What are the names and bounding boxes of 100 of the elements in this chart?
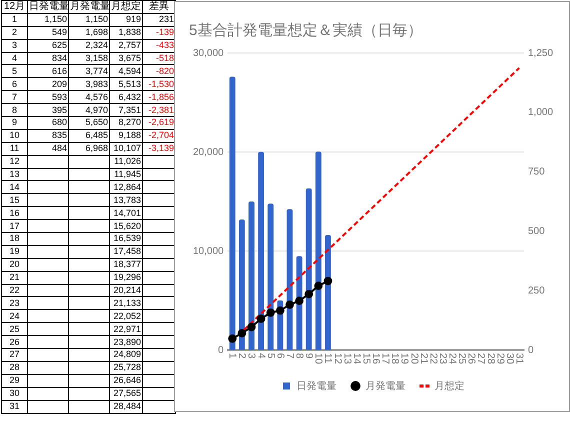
y-tick-label: 5 (2, 64, 28, 78)
y-tick-label: 3 (2, 39, 28, 52)
x-tick-label: 月想定 (110, 0, 142, 14)
y-tick-label: 15 (2, 194, 28, 207)
y-tick-label: 9 (2, 116, 28, 130)
data-label: -2,704 (142, 129, 176, 142)
data-label: 11,026 (110, 155, 142, 168)
y-tick-label: 14 (2, 180, 28, 194)
data-label: -1,856 (142, 90, 176, 104)
y-tick-label: 31 (2, 400, 28, 413)
data-label: -2,381 (142, 104, 176, 117)
y-tick-label: 4 (2, 52, 28, 65)
x-tick-label: 15 (360, 353, 372, 365)
data-label: 209 (28, 78, 68, 91)
data-label: -139 (142, 26, 176, 40)
y-tick-label: 29 (2, 374, 28, 388)
data-label: 5,513 (110, 78, 142, 91)
x-tick-label: 13 (341, 353, 352, 365)
x-tick-label: 16 (370, 353, 382, 365)
y2-tick-label: 1,250 (528, 48, 554, 59)
data-label: 593 (28, 90, 68, 104)
data-label: 484 (28, 142, 68, 156)
data-label: 1,698 (68, 26, 110, 40)
y-tick-label: 0 (218, 344, 224, 356)
data-label: 395 (28, 104, 68, 117)
point (286, 300, 294, 309)
y2-tick-label: 0 (528, 344, 534, 356)
y-tick-label: 23 (2, 296, 28, 310)
y-tick-label: 11 (2, 142, 28, 156)
x-tick-label: 9 (303, 353, 314, 359)
x-tick-label: 2 (236, 353, 248, 359)
x-tick-label: 14 (350, 353, 362, 365)
y-tick-label: 16 (2, 206, 28, 220)
data-label: 625 (28, 39, 68, 52)
x-tick-label: 月発電量 (68, 0, 110, 14)
point (238, 328, 246, 338)
y-tick-label: 1 (2, 13, 28, 26)
x-tick-label: 12 (332, 353, 343, 365)
y-axis-title: 12月 (2, 0, 28, 14)
data-label: 18,377 (110, 258, 142, 272)
x-tick-label: 30 (504, 353, 515, 365)
point (304, 290, 314, 298)
y2-tick-label: 750 (528, 166, 546, 178)
data-label: 4,970 (68, 104, 110, 117)
data-label: 4,576 (68, 90, 110, 104)
data-label: 25,728 (110, 361, 142, 374)
y2-tick-label: 250 (528, 285, 546, 296)
x-tick-label: 17 (380, 353, 391, 365)
data-label: 9,188 (110, 129, 142, 142)
data-label: 2,757 (110, 39, 142, 52)
legend-label: 日発電量 (296, 380, 336, 392)
data-label: 21,133 (110, 296, 142, 310)
x-tick-label: 3 (246, 353, 257, 359)
y-tick-label: 22 (2, 284, 28, 297)
x-tick-label: 4 (255, 353, 266, 359)
y-tick-label: 20,000 (192, 146, 224, 158)
data-label: 5,650 (68, 116, 110, 130)
bar (268, 204, 274, 350)
x-tick-label: 26 (466, 353, 477, 365)
chart-title: 5基合計発電量想定＆実績（日毎） (189, 22, 422, 40)
y-tick-label: 30 (2, 387, 28, 400)
x-tick-label: 31 (513, 353, 524, 365)
point (266, 308, 275, 317)
data-label: 1,150 (28, 13, 68, 26)
x-tick-label: 24 (446, 353, 458, 365)
data-label: 23,890 (110, 336, 142, 349)
x-tick-label: 8 (294, 353, 305, 359)
data-label: 15,620 (110, 220, 142, 233)
data-label: 3,675 (110, 52, 142, 65)
x-tick-label: 28 (484, 353, 496, 365)
data-label: 919 (110, 13, 142, 26)
x-tick-label: 20 (408, 353, 420, 365)
data-label: 8,270 (110, 116, 142, 130)
x-tick-label: 23 (436, 353, 448, 365)
data-label: -3,139 (142, 142, 176, 156)
x-tick-label: 27 (475, 353, 486, 365)
point (295, 296, 304, 305)
y-tick-label: 8 (2, 104, 28, 117)
point (256, 314, 266, 323)
y-tick-label: 13 (2, 168, 28, 181)
y2-tick-label: 1,000 (528, 107, 554, 118)
data-label: 835 (28, 129, 68, 142)
y-tick-label: 7 (2, 90, 28, 104)
data-label: -1,530 (142, 78, 176, 91)
data-label: 24,809 (110, 348, 142, 362)
data-label: 1,150 (68, 13, 110, 26)
data-label: 6,968 (68, 142, 110, 156)
data-label: 549 (28, 26, 68, 40)
data-label: 231 (142, 13, 176, 26)
x-tick-label: 29 (494, 353, 506, 365)
bar (248, 202, 254, 350)
point (276, 306, 284, 315)
y-tick-label: 21 (2, 271, 28, 284)
x-tick-label: 差異 (142, 0, 176, 14)
y-tick-label: 25 (2, 322, 28, 336)
bar (229, 76, 236, 350)
x-tick-label: 5 (264, 353, 276, 359)
point (324, 276, 332, 286)
y-tick-label: 20 (2, 258, 28, 272)
data-label: 6,485 (68, 129, 110, 142)
